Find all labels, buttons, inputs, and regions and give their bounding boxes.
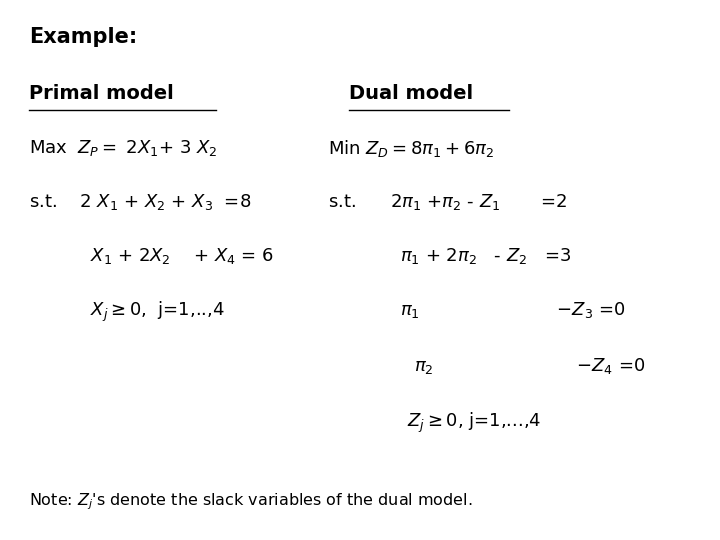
Text: $X_1$ + 2$X_2$    + $X_4$ = 6: $X_1$ + 2$X_2$ + $X_4$ = 6 xyxy=(90,246,274,266)
Text: $Z_j\geq$0, j=1,...,4: $Z_j\geq$0, j=1,...,4 xyxy=(407,410,541,435)
Text: Primal model: Primal model xyxy=(29,84,174,103)
Text: Note: $Z_j$'s denote the slack variables of the dual model.: Note: $Z_j$'s denote the slack variables… xyxy=(29,491,472,512)
Text: $\pi_1$                        $-Z_3$ =0: $\pi_1$ $-Z_3$ =0 xyxy=(400,300,625,320)
Text: Example:: Example: xyxy=(29,27,137,47)
Text: $\pi_2$                         $-Z_4$ =0: $\pi_2$ $-Z_4$ =0 xyxy=(414,356,645,376)
Text: s.t.    2 $X_1$ + $X_2$ + $X_3$  =8: s.t. 2 $X_1$ + $X_2$ + $X_3$ =8 xyxy=(29,192,251,212)
Text: $\pi_1$ + 2$\pi_2$   - $Z_2$   =3: $\pi_1$ + 2$\pi_2$ - $Z_2$ =3 xyxy=(400,246,571,266)
Text: $X_j\geq$0,  j=1,..,4: $X_j\geq$0, j=1,..,4 xyxy=(90,300,225,324)
Text: Min $Z_D = 8\pi_1 + 6\pi_2$: Min $Z_D = 8\pi_1 + 6\pi_2$ xyxy=(328,138,494,159)
Text: Dual model: Dual model xyxy=(349,84,473,103)
Text: Max  $Z_P = $ 2$X_1$+ 3 $X_2$: Max $Z_P = $ 2$X_1$+ 3 $X_2$ xyxy=(29,138,217,158)
Text: s.t.      $2\pi_1$ +$\pi_2$ - $Z_1$       =2: s.t. $2\pi_1$ +$\pi_2$ - $Z_1$ =2 xyxy=(328,192,567,212)
